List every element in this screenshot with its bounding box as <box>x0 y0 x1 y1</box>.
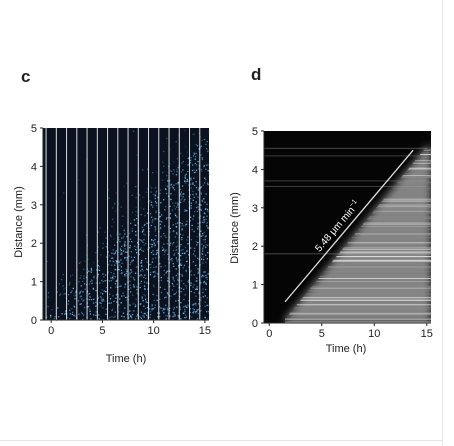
bottom-edge-rule <box>0 440 443 441</box>
right-edge-rule <box>442 0 443 446</box>
x-tick-label-c: 5 <box>99 325 105 337</box>
y-axis-label-d: Distance (mm) <box>229 192 241 264</box>
horizontal-artifact-lines-d <box>264 147 427 255</box>
y-tick-label-c: 3 <box>31 200 37 212</box>
speed-fit-line <box>284 149 414 303</box>
y-tick-label-d: 4 <box>252 164 258 176</box>
x-tick-label-d: 15 <box>421 328 433 340</box>
x-tick-label-c: 15 <box>199 325 211 337</box>
y-tick-label-d: 0 <box>252 318 258 330</box>
y-tick-label-d: 1 <box>252 280 258 292</box>
signal-streaks-d <box>285 148 431 323</box>
y-tick-label-d: 2 <box>252 241 258 253</box>
y-tick-label-c: 1 <box>31 277 37 289</box>
y-axis-label-c: Distance (mm) <box>13 186 25 258</box>
x-tick-label-d: 0 <box>266 328 272 340</box>
y-tick-label-c: 4 <box>31 161 37 173</box>
panel-label-d: d <box>251 65 262 84</box>
x-tick-label-d: 10 <box>368 328 380 340</box>
panel-label-c: c <box>21 67 31 86</box>
y-tick-label-c: 0 <box>31 315 37 327</box>
x-tick-label-c: 10 <box>148 325 160 337</box>
frame-separator-lines-c <box>45 128 201 320</box>
y-tick-label-c: 2 <box>31 238 37 250</box>
y-tick-label-d: 5 <box>252 126 258 138</box>
x-tick-label-d: 5 <box>319 328 325 340</box>
x-axis-label-d: Time (h) <box>326 343 367 355</box>
y-tick-label-c: 5 <box>31 123 37 135</box>
speed-annotation-superscript: −1 <box>348 198 359 209</box>
y-tick-label-d: 3 <box>252 203 258 215</box>
x-tick-label-c: 0 <box>48 325 54 337</box>
x-axis-label-c: Time (h) <box>106 353 147 365</box>
